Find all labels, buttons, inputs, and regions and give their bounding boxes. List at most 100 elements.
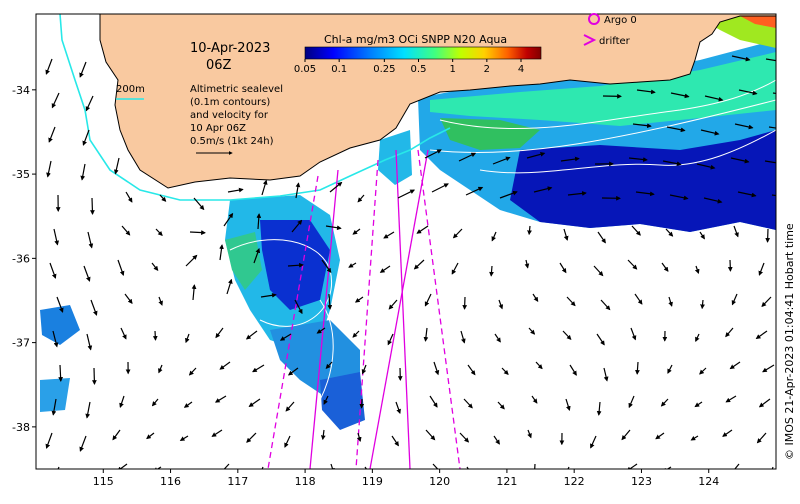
- x-tick-label: 124: [698, 475, 719, 488]
- velocity-arrow: [491, 266, 492, 276]
- velocity-arrow: [425, 328, 427, 341]
- date-title: 10-Apr-2023: [190, 41, 270, 56]
- velocity-arrow: [732, 464, 739, 473]
- velocity-arrow: [536, 362, 542, 369]
- velocity-arrow: [49, 127, 55, 142]
- velocity-arrow: [396, 402, 400, 413]
- velocity-arrow: [365, 467, 370, 474]
- velocity-arrow: [635, 294, 642, 304]
- velocity-arrow: [591, 436, 596, 448]
- velocity-arrow: [88, 232, 92, 248]
- colorbar-tick-label: 1: [449, 64, 455, 75]
- velocity-arrow: [353, 331, 359, 337]
- velocity-arrow: [730, 362, 740, 369]
- y-tick-label: -35: [12, 168, 30, 181]
- velocity-arrow: [529, 328, 534, 334]
- x-tick-label: 117: [227, 475, 248, 488]
- velocity-arrow: [186, 255, 197, 266]
- velocity-arrow: [533, 294, 538, 301]
- velocity-arrow: [662, 399, 668, 406]
- velocity-arrow: [84, 266, 90, 281]
- velocity-arrow: [763, 365, 774, 372]
- argo-legend-label: Argo 0: [604, 15, 637, 26]
- velocity-arrow: [190, 368, 196, 375]
- velocity-arrow: [695, 402, 702, 407]
- velocity-arrow: [495, 334, 500, 342]
- velocity-arrow: [115, 158, 119, 174]
- velocity-arrow: [363, 365, 366, 374]
- colorbar-tick-label: 4: [518, 64, 524, 75]
- velocity-arrow: [185, 402, 192, 407]
- velocity-arrow: [622, 430, 630, 439]
- velocity-arrow: [632, 226, 640, 235]
- colorbar-tick-label: 2: [484, 64, 490, 75]
- velocity-arrow: [247, 331, 257, 339]
- velocity-arrow: [700, 368, 706, 374]
- velocity-arrow: [732, 294, 737, 304]
- velocity-arrow: [460, 433, 468, 442]
- velocity-arrow: [526, 260, 528, 268]
- depth-legend-label: 200m: [116, 84, 145, 95]
- x-tick-label: 115: [93, 475, 114, 488]
- velocity-arrow: [60, 365, 61, 381]
- velocity-arrow: [399, 470, 407, 479]
- velocity-arrow: [564, 229, 567, 240]
- velocity-arrow: [452, 263, 458, 274]
- velocity-arrow: [628, 260, 637, 269]
- velocity-arrow: [87, 334, 91, 350]
- velocity-arrow: [668, 365, 672, 373]
- velocity-arrow: [567, 297, 575, 305]
- velocity-arrow: [221, 464, 229, 473]
- velocity-arrow: [54, 229, 58, 245]
- velocity-arrow: [662, 263, 668, 271]
- colorbar-tick-label: 0.25: [373, 64, 395, 75]
- velocity-arrow: [87, 402, 90, 418]
- velocity-arrow: [426, 430, 435, 440]
- velocity-arrow: [86, 96, 93, 111]
- velocity-arrow: [691, 436, 698, 440]
- velocity-arrow: [152, 263, 158, 270]
- velocity-arrow: [499, 300, 502, 309]
- velocity-arrow: [220, 362, 230, 369]
- velocity-arrow: [464, 399, 472, 408]
- velocity-arrow: [392, 436, 398, 446]
- velocity-arrow: [760, 399, 770, 407]
- y-tick-label: -38: [12, 421, 30, 434]
- altimetry-note-line: (0.1m contours): [190, 97, 270, 108]
- velocity-arrow: [601, 300, 610, 310]
- velocity-arrow: [285, 436, 290, 447]
- velocity-arrow: [598, 232, 605, 243]
- velocity-arrow: [454, 229, 462, 238]
- velocity-arrow: [757, 433, 766, 443]
- velocity-arrow: [762, 297, 771, 306]
- velocity-arrow: [696, 334, 699, 341]
- velocity-arrow: [121, 328, 126, 339]
- velocity-arrow: [417, 226, 428, 233]
- velocity-arrow: [637, 362, 638, 374]
- velocity-arrow: [353, 229, 360, 234]
- colorbar-tick-label: 0.5: [411, 64, 427, 75]
- velocity-arrow: [723, 430, 732, 436]
- velocity-arrow: [92, 198, 93, 214]
- velocity-arrow: [247, 433, 256, 442]
- velocity-arrow: [734, 226, 738, 237]
- velocity-arrow: [216, 328, 223, 337]
- velocity-arrow: [759, 263, 764, 275]
- velocity-arrow: [627, 464, 637, 471]
- velocity-arrow: [629, 396, 634, 407]
- velocity-arrow: [726, 396, 736, 402]
- velocity-arrow: [262, 181, 266, 195]
- velocity-arrow: [50, 263, 55, 278]
- velocity-arrow: [122, 226, 130, 235]
- velocity-arrow: [604, 368, 607, 381]
- velocity-arrow: [415, 260, 424, 269]
- y-axis: -34-35-36-37-38: [12, 84, 36, 434]
- colorbar-tick-label: 0.1: [331, 64, 347, 75]
- velocity-arrow: [82, 164, 85, 180]
- velocity-arrow: [349, 263, 356, 267]
- velocity-arrow: [468, 365, 475, 375]
- velocity-arrow: [467, 467, 473, 477]
